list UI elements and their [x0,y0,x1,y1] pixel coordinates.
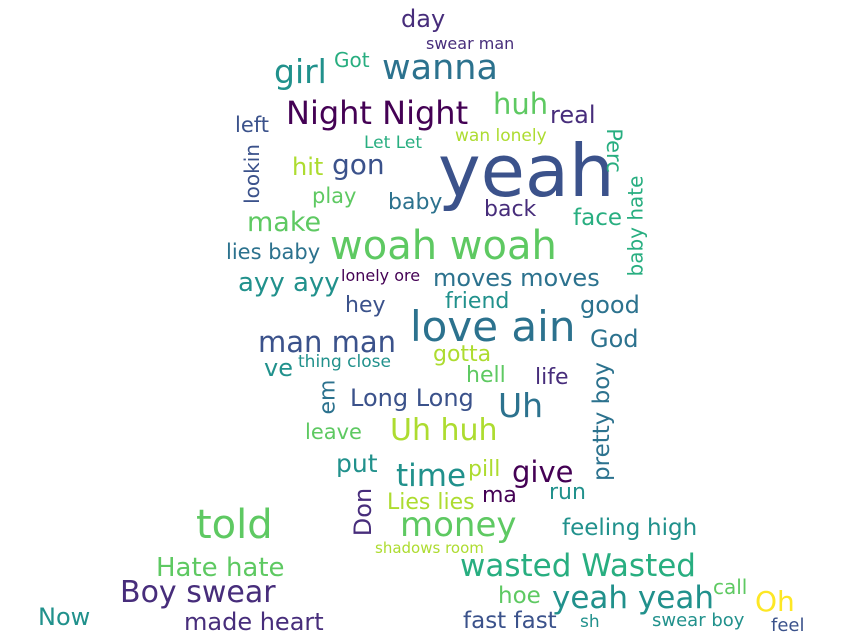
cloud-word-yeah-yeah: yeah yeah [552,580,714,616]
cloud-word-baby-hate: baby hate [623,175,648,277]
cloud-word-swear-boy: swear boy [652,610,745,631]
cloud-word-left: left [235,113,270,137]
cloud-word-lies-baby: lies baby [226,240,321,264]
cloud-word-long-long: Long Long [350,384,474,412]
cloud-word-perc: Perc [601,128,626,173]
cloud-word-don: Don [349,487,378,537]
cloud-word-make: make [247,207,322,238]
cloud-word-sh: sh [580,612,600,632]
cloud-word-friend: friend [445,289,510,314]
cloud-word-hoe: hoe [498,583,541,609]
cloud-word-yeah: yeah [438,129,615,213]
cloud-word-wan-lonely: wan lonely [455,126,547,146]
cloud-word-day: day [401,5,446,33]
cloud-word-high: high [647,515,698,541]
cloud-word-ayy-ayy: ayy ayy [238,268,340,298]
cloud-word-man-man: man man [258,325,397,359]
cloud-word-girl: girl [274,52,327,91]
cloud-word-hell: hell [466,363,506,388]
cloud-word-huh: huh [493,87,549,121]
cloud-word-ve: ve [264,354,293,382]
cloud-word-em: em [315,379,341,415]
cloud-word-face: face [573,205,622,231]
cloud-word-gotta: gotta [433,342,492,367]
cloud-word-put: put [336,449,378,478]
cloud-word-got: Got [334,48,370,72]
cloud-word-play: play [312,184,357,208]
cloud-word-told: told [196,502,273,548]
cloud-word-lonely-ore: lonely ore [341,266,421,285]
cloud-word-gon: gon [332,148,385,181]
cloud-word-ma: ma [482,483,517,508]
cloud-word-pill: pill [468,457,501,482]
cloud-word-feel: feel [771,615,805,636]
cloud-word-uh: Uh [498,386,544,425]
cloud-word-life: life [535,365,569,390]
cloud-word-run: run [549,480,586,505]
cloud-word-wanna: wanna [382,48,498,88]
cloud-word-uh-huh: Uh huh [390,413,498,448]
cloud-word-let-let: Let Let [364,133,422,153]
cloud-word-real: real [550,101,596,129]
cloud-word-oh: Oh [755,585,795,618]
cloud-word-shadows-room: shadows room [375,539,484,557]
cloud-word-baby: baby [388,190,443,215]
cloud-word-thing-close: thing close [298,352,391,372]
cloud-word-call: call [713,575,748,599]
cloud-word-fast-fast: fast fast [463,608,557,634]
cloud-word-hate-hate: Hate hate [156,553,285,583]
cloud-word-woah-woah: woah woah [330,223,557,269]
cloud-word-lookin: lookin [239,144,264,204]
cloud-word-give: give [512,455,574,489]
cloud-word-love-ain: love ain [410,302,576,351]
cloud-word-boy-swear: Boy swear [120,575,276,610]
cloud-word-money: money [400,505,517,545]
cloud-word-night-night: Night Night [286,94,469,132]
cloud-word-back: back [484,197,537,222]
cloud-word-made-heart: made heart [184,608,324,636]
cloud-word-wasted-wasted: wasted Wasted [460,548,696,584]
cloud-word-time: time [396,458,467,494]
cloud-word-moves-moves: moves moves [433,264,600,292]
cloud-word-leave: leave [305,420,362,444]
cloud-word-lies-lies: Lies lies [387,490,475,515]
cloud-word-god: God [590,325,639,353]
cloud-word-pretty-boy: pretty boy [588,362,615,481]
cloud-word-feeling: feeling [562,515,641,541]
cloud-word-now: Now [38,603,91,631]
cloud-word-hey: hey [345,293,386,318]
cloud-word-hit: hit [292,153,324,181]
cloud-word-swear-man: swear man [426,34,515,53]
cloud-word-good: good [580,291,640,319]
